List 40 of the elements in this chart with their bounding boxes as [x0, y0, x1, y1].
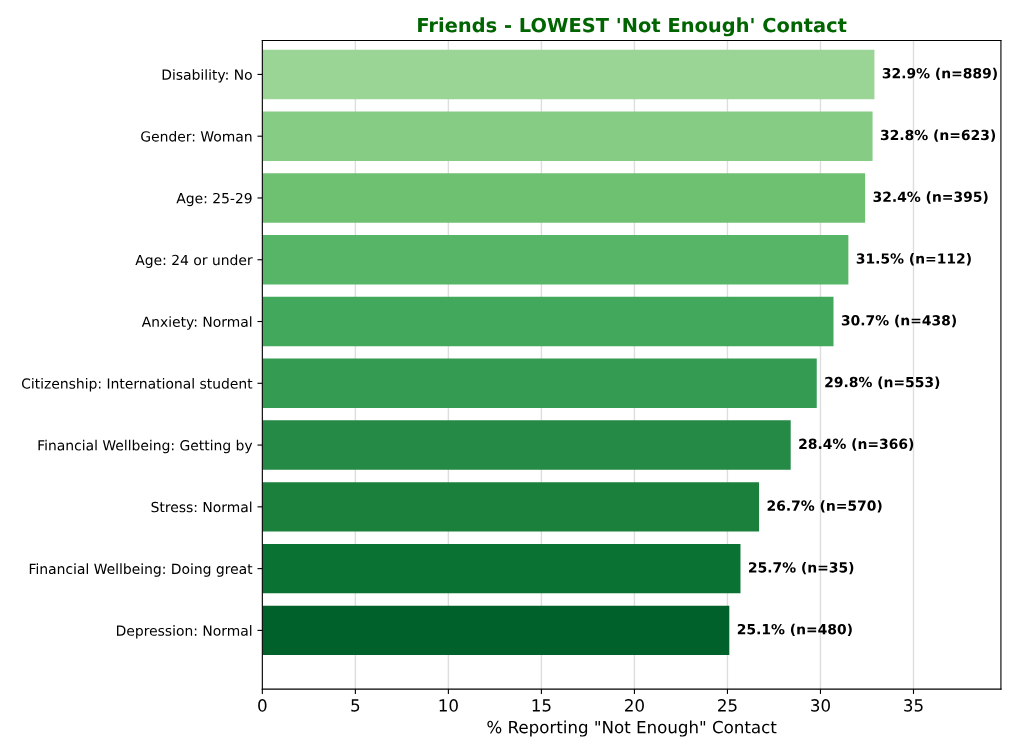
- y-tick-label: Citizenship: International student: [21, 378, 253, 392]
- y-tick-label: Disability: No: [162, 69, 252, 83]
- x-tick-label: 0: [258, 699, 267, 712]
- bar: [262, 543, 741, 594]
- y-tick-label: Stress: Normal: [151, 501, 252, 513]
- bar: [262, 420, 791, 470]
- data-label: 25.1% (n=480): [737, 623, 852, 637]
- data-label: 25.7% (n=35): [749, 561, 854, 575]
- x-tick-label: 20: [625, 699, 644, 712]
- y-tick-label: Financial Wellbeing: Getting by: [38, 439, 253, 454]
- y-tick-label: Age: 25-29: [176, 192, 252, 207]
- data-label: 26.7% (n=570): [767, 500, 882, 513]
- x-tick-label: 25: [718, 699, 737, 712]
- y-tick-label: Age: 24 or under: [135, 254, 253, 268]
- bar: [262, 482, 760, 532]
- x-tick-label: 10: [439, 699, 458, 712]
- data-label: 28.4% (n=366): [799, 438, 914, 451]
- data-label: 31.5% (n=112): [856, 253, 971, 266]
- x-axis-title: % Reporting "Not Enough" Contact: [487, 720, 777, 737]
- data-label: 30.7% (n=438): [841, 314, 956, 328]
- y-tick-label: Financial Wellbeing: Doing great: [29, 563, 253, 577]
- y-tick-label: Depression: Normal: [117, 625, 252, 639]
- data-label: 29.8% (n=553): [825, 376, 940, 389]
- data-label: 32.8% (n=623): [880, 129, 996, 142]
- x-tick-label: 15: [532, 699, 551, 712]
- bar: [262, 49, 875, 100]
- chart-title: Friends - LOWEST 'Not Enough' Contact: [418, 17, 847, 37]
- y-tick-label: Gender: Woman: [141, 130, 252, 142]
- x-tick-label: 30: [811, 699, 830, 712]
- bar: [262, 111, 873, 161]
- bar: [262, 605, 730, 656]
- bar: [262, 296, 834, 347]
- bar: [262, 235, 849, 285]
- bar: [262, 173, 866, 223]
- x-tick-label: 35: [904, 699, 923, 712]
- bar: [262, 358, 817, 409]
- data-label: 32.4% (n=395): [873, 191, 988, 204]
- x-tick-label: 5: [351, 699, 360, 712]
- data-label: 32.9% (n=889): [882, 67, 997, 81]
- y-tick-label: Anxiety: Normal: [141, 316, 252, 330]
